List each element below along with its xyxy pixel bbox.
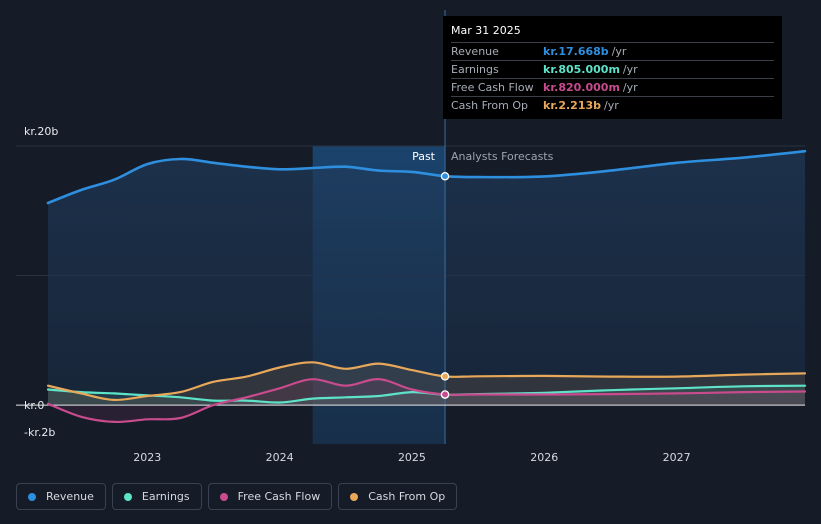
legend-item-free-cash-flow[interactable]: Free Cash Flow bbox=[207, 483, 333, 510]
series-lines bbox=[46, 149, 807, 424]
revenue-line bbox=[46, 149, 807, 205]
x-axis-tick-label: 2024 bbox=[266, 451, 294, 464]
legend-item-revenue[interactable]: Revenue bbox=[16, 483, 106, 510]
tooltip-row-earnings: Earnings kr.805.000m /yr bbox=[451, 60, 774, 78]
tooltip-row-cash-from-op: Cash From Op kr.2.213b /yr bbox=[451, 96, 774, 114]
cash-from-op-dot-icon bbox=[350, 492, 359, 501]
tooltip-row-revenue: Revenue kr.17.668b /yr bbox=[451, 42, 774, 60]
x-axis-tick-label: 2023 bbox=[133, 451, 161, 464]
legend-label: Free Cash Flow bbox=[237, 490, 321, 503]
legend-label: Earnings bbox=[141, 490, 190, 503]
legend-label: Revenue bbox=[46, 490, 94, 503]
tooltip-row-free-cash-flow: Free Cash Flow kr.820.000m /yr bbox=[451, 78, 774, 96]
x-axis-labels: 2023 2024 2025 2026 2027 bbox=[133, 451, 690, 464]
tooltip-unit: /yr bbox=[604, 99, 619, 112]
tooltip-label: Cash From Op bbox=[451, 99, 529, 112]
tooltip-value: kr.2.213b bbox=[543, 99, 602, 112]
tooltip-label: Revenue bbox=[451, 45, 499, 58]
revenue-area bbox=[48, 151, 805, 406]
y-axis-label: kr.20b bbox=[24, 125, 58, 138]
revenue-dot-icon bbox=[28, 492, 36, 501]
x-axis-tick-label: 2027 bbox=[663, 451, 691, 464]
tooltip-value: kr.805.000m bbox=[543, 63, 620, 76]
tooltip-value: kr.820.000m bbox=[543, 81, 620, 94]
free-cash-flow-line bbox=[46, 378, 807, 424]
legend-label: Cash From Op bbox=[368, 490, 446, 503]
earnings-dot-icon bbox=[123, 492, 132, 501]
cash-from-op-line bbox=[46, 361, 807, 402]
x-axis-tick-label: 2025 bbox=[398, 451, 426, 464]
past-label: Past bbox=[412, 150, 436, 163]
tooltip-unit: /yr bbox=[611, 45, 627, 58]
legend: Revenue Earnings Free Cash Flow Cash Fro… bbox=[16, 483, 458, 510]
cash-from-op-marker bbox=[440, 372, 450, 381]
revenue-marker bbox=[440, 171, 450, 181]
free-cash-flow-dot-icon bbox=[219, 492, 228, 501]
x-axis-tick-label: 2026 bbox=[530, 451, 558, 464]
free-cash-flow-area bbox=[48, 379, 805, 422]
legend-item-cash-from-op[interactable]: Cash From Op bbox=[338, 483, 458, 510]
tooltip-unit: /yr bbox=[622, 63, 638, 76]
y-axis-labels: kr.20b kr.0 -kr.2b bbox=[24, 125, 58, 439]
y-axis-label: -kr.2b bbox=[24, 426, 55, 439]
series-areas bbox=[48, 151, 805, 422]
tooltip-date: Mar 31 2025 bbox=[451, 24, 521, 37]
tooltip-value: kr.17.668b bbox=[543, 45, 609, 58]
tooltip-label: Free Cash Flow bbox=[451, 81, 534, 94]
y-axis-label: kr.0 bbox=[24, 399, 44, 412]
series-markers bbox=[440, 171, 450, 399]
tooltip: Mar 31 2025 Revenue kr.17.668b /yr Earni… bbox=[443, 16, 782, 119]
tooltip-unit: /yr bbox=[622, 81, 638, 94]
tooltip-label: Earnings bbox=[451, 63, 499, 76]
free-cash-flow-marker bbox=[440, 390, 450, 399]
legend-item-earnings[interactable]: Earnings bbox=[111, 483, 202, 510]
forecast-label: Analysts Forecasts bbox=[451, 150, 554, 163]
